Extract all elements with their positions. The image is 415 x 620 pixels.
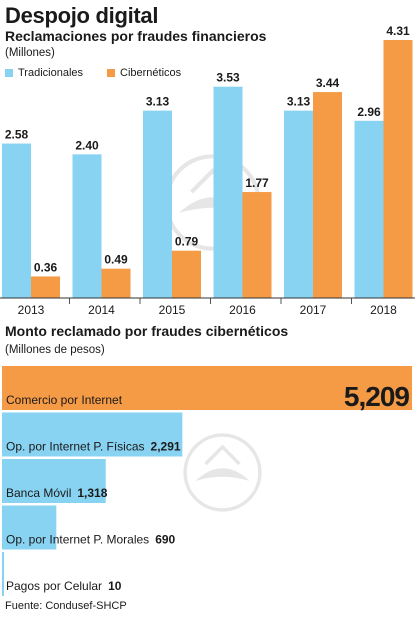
data-label-2018-tradicionales: 2.96 [357, 105, 381, 119]
bar-2016-ciberneticos [242, 192, 272, 298]
bar-2016-tradicionales [213, 86, 243, 299]
bar-2018-ciberneticos [383, 40, 413, 298]
bar-2014-ciberneticos [101, 268, 131, 298]
data-label-2014-ciberneticos: 0.49 [104, 253, 128, 267]
hbar-value-op-por-internet-p-f-sicas: 2,291 [151, 440, 181, 454]
chart2-title: Monto reclamado por fraudes cibernéticos [5, 323, 289, 339]
data-label-2015-tradicionales: 3.13 [146, 95, 170, 109]
hbar-value-op-por-internet-p-morales: 690 [155, 533, 175, 547]
data-label-2017-tradicionales: 3.13 [287, 95, 311, 109]
chart1-svg: 2.58 0.36 2013 2.40 0.49 2014 3.13 0.79 2015 3.53… [0, 24, 415, 317]
legend-item-tradicionales: Tradicionales [5, 67, 83, 79]
bar-2013-tradicionales [2, 143, 31, 298]
chart2-svg: Comercio por Internet 5,209 Op. por Intern… [2, 366, 412, 596]
data-label-2014-tradicionales: 2.40 [75, 138, 99, 152]
bar-2017-ciberneticos [313, 92, 342, 298]
hbar-op-por-internet-p-f-sicas [2, 412, 183, 457]
hbar-value-pagos-por-celular: 10 [108, 579, 122, 593]
hbar-label-comercio-por-internet: Comercio por Internet [6, 393, 123, 407]
data-label-2015-ciberneticos: 0.79 [175, 235, 199, 249]
data-label-2017-ciberneticos: 3.44 [316, 76, 340, 90]
source-note: Fuente: Condusef-SHCP [5, 600, 127, 612]
legend-swatch-ciberneticos [107, 69, 116, 77]
legend-swatch-tradicionales [5, 69, 13, 77]
x-tick-label-2013: 2013 [18, 303, 45, 317]
hbar-pagos-por-celular [2, 552, 4, 596]
data-label-2016-tradicionales: 3.53 [216, 71, 240, 85]
legend-item-ciberneticos: Cibernéticos [107, 67, 181, 79]
chart2-unit: (Millones de pesos) [5, 344, 105, 356]
hbar-comercio-por-internet [2, 366, 412, 410]
bar-2017-tradicionales [284, 110, 313, 298]
x-tick-label-2018: 2018 [370, 303, 397, 317]
data-label-2013-ciberneticos: 0.36 [34, 260, 58, 274]
hbar-label-banca-m-vil: Banca Móvil [6, 486, 71, 500]
watermark-seal-icon-2 [183, 433, 262, 512]
hbar-value-comercio-por-internet: 5,209 [344, 381, 409, 412]
hbar-op-por-internet-p-morales [2, 505, 57, 550]
bar-2018-tradicionales [354, 120, 384, 298]
hbar-label-op-por-internet-p-f-sicas: Op. por Internet P. Físicas [6, 440, 145, 454]
hbar-value-banca-m-vil: 1,318 [77, 486, 107, 500]
data-label-2016-ciberneticos: 1.77 [245, 176, 269, 190]
bar-2014-tradicionales [72, 154, 102, 298]
x-tick-label-2014: 2014 [88, 303, 115, 317]
data-label-2018-ciberneticos: 4.31 [386, 24, 410, 38]
x-tick-label-2016: 2016 [229, 303, 256, 317]
data-label-2013-tradicionales: 2.58 [5, 128, 29, 142]
chart1-unit: (Millones) [5, 47, 55, 59]
hbar-label-pagos-por-celular: Pagos por Celular [6, 579, 102, 593]
legend-label-ciberneticos: Cibernéticos [120, 67, 182, 79]
chart1-legend: Tradicionales Cibernéticos [5, 67, 205, 79]
bar-2015-tradicionales [143, 110, 172, 298]
hbar-label-op-por-internet-p-morales: Op. por Internet P. Morales [6, 533, 149, 547]
bar-2015-ciberneticos [172, 250, 201, 298]
hbar-banca-m-vil [2, 459, 106, 503]
x-tick-label-2017: 2017 [300, 303, 327, 317]
legend-label-tradicionales: Tradicionales [18, 67, 84, 79]
chart1-title: Reclamaciones por fraudes financieros [5, 28, 267, 44]
page-title: Despojo digital [5, 3, 159, 28]
x-tick-label-2015: 2015 [159, 303, 186, 317]
bar-2013-ciberneticos [31, 276, 60, 298]
